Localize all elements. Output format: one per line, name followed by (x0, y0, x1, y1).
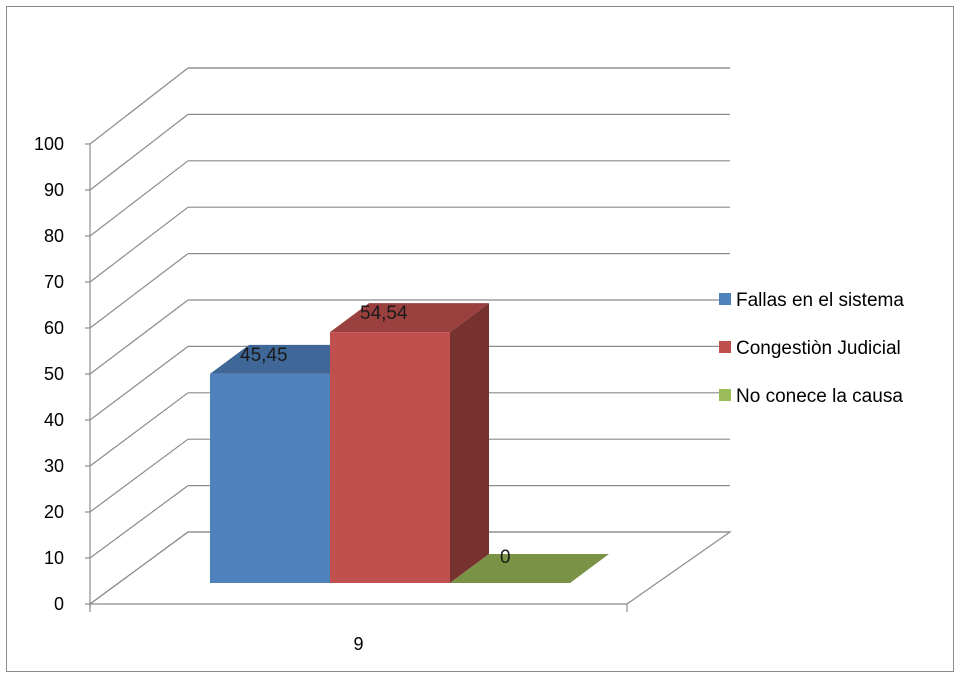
legend-swatch (719, 293, 731, 305)
y-tick-label: 100 (34, 134, 64, 154)
bar-top (210, 344, 369, 374)
gridline-side (89, 345, 189, 421)
gridline-side (89, 160, 189, 237)
gridline-side (89, 113, 189, 191)
y-tick-label: 0 (54, 594, 64, 614)
gridline-side (89, 438, 189, 513)
y-tick-label: 80 (44, 226, 64, 246)
gridline-side (89, 531, 189, 605)
data-label-0: 45,45 (240, 345, 288, 366)
x-tick-label: 9 (353, 634, 363, 654)
legend: Fallas en el sistema Congestiòn Judicial N… (719, 290, 904, 407)
bar-front (210, 373, 330, 583)
gridline-side (89, 392, 189, 467)
legend-label: Fallas en el sistema (736, 290, 904, 311)
bars (210, 303, 609, 583)
y-tick-label: 10 (44, 548, 64, 568)
gridline-side (89, 206, 189, 283)
bar-front (330, 332, 450, 583)
x-axis: 9 (89, 603, 628, 654)
legend-label: No conece la causa (736, 386, 903, 407)
y-tick-label: 30 (44, 456, 64, 476)
legend-swatch (719, 389, 731, 401)
data-label-1: 54,54 (360, 303, 408, 324)
bar-1 (330, 303, 489, 583)
y-axis: 0 10 20 30 40 50 60 70 80 90 100 (34, 134, 91, 614)
gridline-side (89, 67, 189, 145)
gridline-side (89, 485, 189, 559)
gridline-side (89, 253, 189, 329)
data-label-2: 0 (500, 547, 511, 568)
bar-side (450, 303, 489, 583)
legend-swatch (719, 341, 731, 353)
data-labels: 45,45 54,54 0 (240, 303, 511, 568)
legend-item-1: Congestiòn Judicial (719, 338, 901, 359)
y-tick-label: 20 (44, 502, 64, 522)
bar-2 (450, 554, 609, 583)
y-tick-label: 90 (44, 180, 64, 200)
bar-top (450, 554, 609, 583)
bar-top (330, 303, 489, 333)
legend-label: Congestiòn Judicial (736, 338, 901, 359)
y-tick-label: 70 (44, 272, 64, 292)
y-tick-label: 60 (44, 318, 64, 338)
legend-item-2: No conece la causa (719, 386, 903, 407)
legend-item-0: Fallas en el sistema (719, 290, 904, 311)
y-tick-label: 50 (44, 364, 64, 384)
gridline-side (89, 299, 189, 375)
y-tick-label: 40 (44, 410, 64, 430)
